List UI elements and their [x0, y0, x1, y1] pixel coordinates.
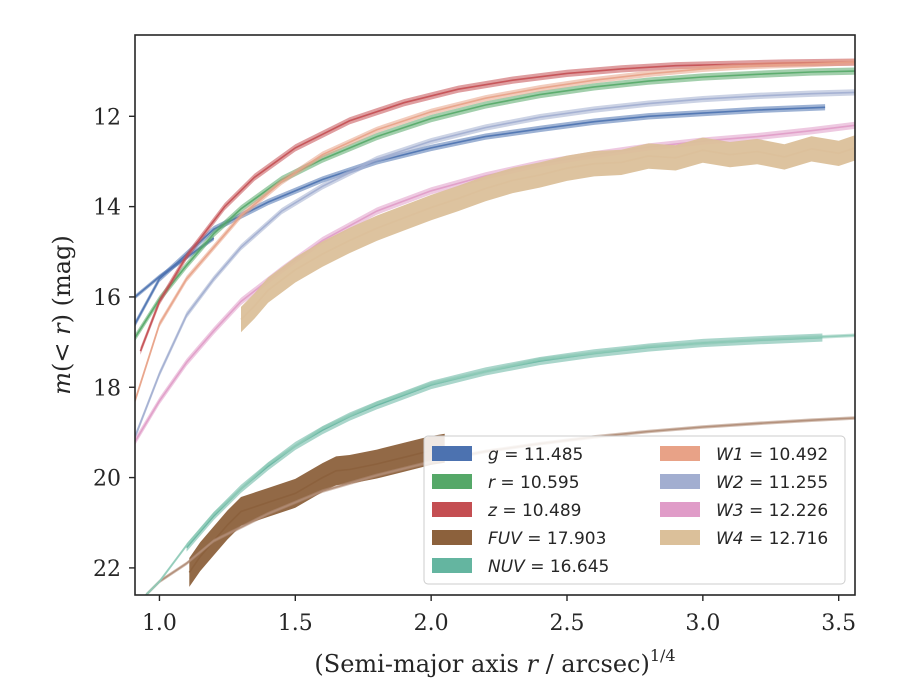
series-layer — [135, 58, 855, 595]
legend-swatch — [432, 530, 472, 545]
plot-frame — [134, 34, 856, 596]
legend-swatch — [660, 446, 700, 461]
series-band-w3 — [135, 121, 855, 446]
series-line-r — [135, 70, 855, 339]
y-axis-ticks: 12 14 16 18 20 22 — [93, 105, 135, 582]
x-tick-label: 3.5 — [821, 611, 856, 636]
y-tick-label: 18 — [93, 376, 121, 401]
series-band-fuv — [189, 433, 445, 587]
y-tick-label: 22 — [93, 557, 121, 582]
y-tick-label: 16 — [93, 286, 121, 311]
series-w2 — [135, 89, 855, 441]
legend-label: W3 = 12.226 — [716, 501, 828, 521]
y-tick-label: 12 — [93, 105, 121, 130]
x-tick-label: 2.5 — [550, 611, 585, 636]
legend-label: NUV = 16.645 — [488, 557, 609, 577]
y-tick-label: 14 — [93, 196, 121, 221]
legend-swatch — [432, 502, 472, 517]
legend-swatch — [432, 474, 472, 489]
legend-swatch — [660, 502, 700, 517]
legend-swatch — [660, 530, 700, 545]
series-band-z — [140, 58, 855, 355]
series-r — [135, 67, 855, 342]
legend-label: W2 = 11.255 — [716, 473, 828, 493]
series-line-g-ext — [135, 237, 215, 298]
legend-label: FUV = 17.903 — [488, 529, 606, 549]
series-z — [139, 58, 855, 355]
legend-label: g = 11.485 — [488, 445, 583, 465]
series-w1 — [135, 58, 855, 405]
y-axis-label: m(< r) (mag) — [48, 235, 76, 395]
legend-label: r = 10.595 — [488, 473, 580, 493]
series-g-ext — [135, 236, 215, 300]
x-axis-label: (Semi-major axis r / arcsec)1/4 — [314, 646, 675, 678]
series-w3 — [135, 121, 855, 446]
legend-swatch — [432, 446, 472, 461]
legend-box — [423, 435, 846, 585]
legend-swatch — [660, 474, 700, 489]
series-fuv — [188, 433, 445, 587]
series-line-w1 — [135, 61, 855, 402]
x-tick-label: 1.0 — [142, 611, 177, 636]
x-tick-label: 3.0 — [685, 611, 720, 636]
y-tick-label: 20 — [93, 467, 121, 492]
legend-swatch — [432, 558, 472, 573]
series-line-w3 — [135, 124, 855, 442]
series-line-w4 — [240, 147, 855, 321]
series-nuv-ext — [145, 333, 855, 595]
x-axis-ticks: 1.0 1.5 2.0 2.5 3.0 3.5 — [142, 595, 856, 636]
x-tick-label: 2.0 — [414, 611, 449, 636]
series-w4 — [240, 135, 855, 333]
legend-label: W1 = 10.492 — [716, 445, 828, 465]
series-line-nuv-ext — [145, 334, 855, 595]
legend-items: g = 11.485 r = 10.595 z = 10.489 FUV = 17.9… — [432, 445, 828, 577]
legend: g = 11.485 r = 10.595 z = 10.489 FUV = 17.9… — [423, 435, 846, 585]
legend-label: W4 = 12.716 — [716, 529, 828, 549]
series-line-z — [139, 61, 855, 352]
legend-label: z = 10.489 — [487, 501, 581, 521]
series-line-w2 — [135, 91, 855, 438]
x-tick-label: 1.5 — [278, 611, 313, 636]
